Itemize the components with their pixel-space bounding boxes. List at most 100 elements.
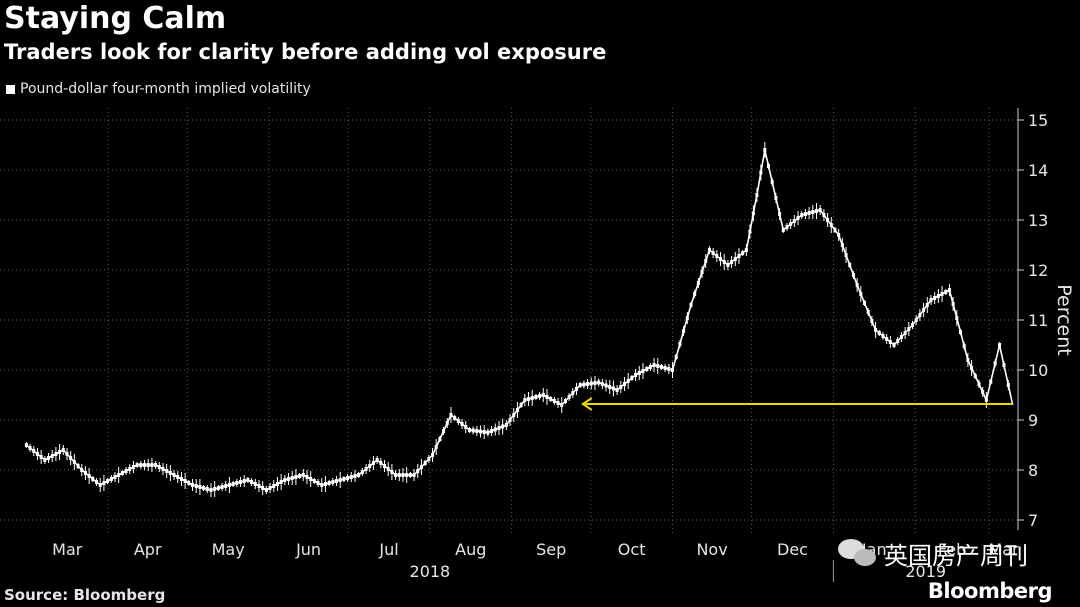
series-candle-body <box>456 419 460 423</box>
series-candle-body <box>191 483 195 487</box>
series-candle-body <box>523 398 527 402</box>
y-tick-label: 15 <box>1028 111 1048 130</box>
series-candle-body <box>95 480 99 484</box>
series-candle-body <box>335 479 339 483</box>
series-candle-body <box>586 382 590 386</box>
series-candle-body <box>637 371 641 375</box>
series-candle-body <box>109 477 113 481</box>
series-candle-body <box>970 366 974 370</box>
series-candle-body <box>704 259 708 263</box>
series-candle-body <box>305 475 309 479</box>
series-candle-body <box>43 458 47 462</box>
x-tick-label: May <box>212 540 245 559</box>
series-candle-body <box>578 383 582 387</box>
series-candle-body <box>1006 383 1010 387</box>
legend: Pound-dollar four-month implied volatili… <box>6 81 311 97</box>
series-candle-body <box>58 450 62 454</box>
series-candle-body <box>589 381 593 386</box>
series-candle-body <box>770 180 774 184</box>
series-candle-body <box>213 487 217 491</box>
series-candle-body <box>682 329 686 333</box>
series-candle-body <box>146 463 150 467</box>
chart-subtitle: Traders look for clarity before adding v… <box>4 40 607 64</box>
bloomberg-logo: Bloomberg <box>927 579 1053 603</box>
series-candle-body <box>431 453 435 457</box>
series-candle-body <box>623 382 627 386</box>
series-candle-body <box>989 379 993 384</box>
series-candle-body <box>634 373 638 377</box>
series-candle-body <box>375 458 379 462</box>
series-candle-body <box>76 464 80 468</box>
series-candle-body <box>829 223 833 227</box>
series-candle-body <box>993 361 997 366</box>
series-candle-body <box>198 485 202 489</box>
series-candle-body <box>981 390 985 394</box>
series-candle-body <box>80 468 84 472</box>
series-candle-body <box>24 443 28 447</box>
series-candle-body <box>124 469 128 473</box>
series-candle-body <box>493 427 497 432</box>
legend-label: Pound-dollar four-month implied volatili… <box>20 81 311 97</box>
series-candle-body <box>405 473 409 477</box>
annotation-arrow-head <box>581 397 593 411</box>
series-candle-body <box>143 463 147 467</box>
series-candle-body <box>940 292 944 296</box>
series-candle-body <box>726 263 730 267</box>
series-candle-body <box>567 395 571 399</box>
series-candle-body <box>250 480 254 484</box>
series-candle-body <box>346 476 350 480</box>
series-candle-body <box>98 483 102 487</box>
series-candle-body <box>925 303 929 307</box>
series-candle-body <box>600 382 604 386</box>
series-candle-body <box>157 465 161 469</box>
series-candle-body <box>848 263 852 267</box>
watermark-text: 英国房产周刊 <box>884 541 1028 570</box>
series-candle-body <box>383 464 387 468</box>
series-candle-body <box>959 330 963 334</box>
series-candle-body <box>685 316 689 320</box>
series-candle-body <box>508 418 512 422</box>
series-candle-body <box>442 429 446 433</box>
series-candle-body <box>903 331 907 335</box>
series-candle-body <box>844 253 848 257</box>
series-candle-body <box>774 196 778 200</box>
y-tick-label: 8 <box>1028 461 1038 480</box>
y-axis-title: Percent <box>1053 284 1075 356</box>
series-candle-body <box>711 251 715 255</box>
series-candle-body <box>154 463 158 467</box>
series-candle-body <box>113 475 117 479</box>
series-candle-body <box>998 343 1002 347</box>
series-candle-body <box>497 426 501 430</box>
series-candle-body <box>674 355 678 359</box>
series-candle-body <box>416 469 420 473</box>
series-candle-body <box>899 335 903 339</box>
series-candle-body <box>28 446 32 450</box>
series-candle-body <box>231 482 235 486</box>
series-candle-body <box>597 380 601 385</box>
series-candle-body <box>390 470 394 474</box>
series-candle-body <box>933 296 937 300</box>
series-candle-body <box>604 383 608 388</box>
series-candle-body <box>83 471 87 475</box>
series-candle-body <box>700 270 704 274</box>
series-candle-body <box>128 467 132 471</box>
series-candle-body <box>696 281 700 285</box>
series-candle-body <box>593 381 597 385</box>
x-tick-label: Feb <box>938 540 966 559</box>
series-candle-body <box>342 477 346 481</box>
series-candle-body <box>538 394 542 398</box>
series-candle-body <box>984 398 988 402</box>
series-candle-body <box>368 464 372 468</box>
series-candle-body <box>135 463 139 467</box>
series-candle-body <box>327 481 331 485</box>
series-candle-body <box>364 467 368 471</box>
series-candle-body <box>515 408 519 412</box>
watermark: 英国房产周刊 <box>836 535 1028 571</box>
series-candle-body <box>35 452 39 456</box>
series-candle-body <box>885 337 889 341</box>
series-candle-body <box>434 445 438 449</box>
series-candle-body <box>715 254 719 258</box>
series-candle-body <box>527 397 531 401</box>
series-candle-body <box>449 413 453 417</box>
series-candle-body <box>316 481 320 485</box>
